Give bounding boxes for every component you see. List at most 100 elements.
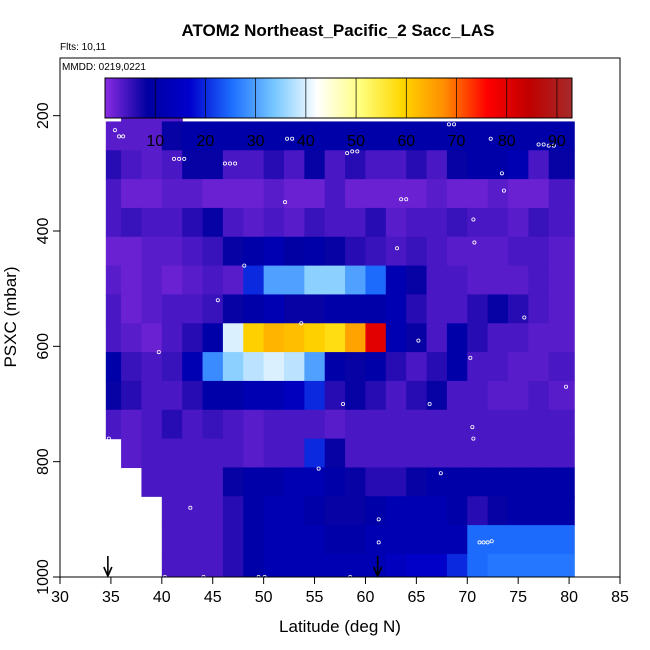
heatmap-cell — [365, 236, 387, 267]
heatmap-cell — [161, 438, 183, 469]
sample-point — [355, 149, 360, 154]
heatmap-cell — [406, 525, 428, 555]
heatmap-cell — [222, 323, 244, 353]
heatmap-cell — [141, 236, 163, 267]
heatmap-cell — [284, 380, 305, 411]
heatmap-cell — [508, 496, 529, 526]
heatmap-cell — [202, 409, 224, 440]
heatmap-cell — [426, 438, 448, 469]
heatmap-cell — [446, 265, 468, 296]
heatmap-cell — [345, 409, 367, 440]
heatmap-cell — [345, 150, 367, 180]
sample-point — [233, 161, 238, 166]
heatmap-cell — [548, 294, 575, 324]
sample-point — [262, 575, 267, 577]
heatmap-cell — [243, 294, 265, 324]
flight-marker-arrowhead — [372, 566, 383, 578]
heatmap-cell — [548, 380, 575, 411]
heatmap-cell — [487, 294, 509, 324]
heatmap-cell — [467, 525, 489, 555]
heatmap-cell — [365, 467, 387, 497]
heatmap-cell — [385, 409, 407, 440]
heatmap-cell — [182, 265, 204, 296]
heatmap-cell — [105, 323, 122, 353]
sample-point — [348, 575, 353, 577]
heatmap-cell — [105, 265, 122, 296]
heatmap-cell — [508, 150, 529, 180]
heatmap-cell — [365, 380, 387, 411]
heatmap-cell — [105, 150, 122, 180]
colorbar-tick-label: 70 — [448, 133, 466, 150]
heatmap-cell — [385, 553, 407, 577]
heatmap-cell — [121, 121, 143, 151]
heatmap-cell — [548, 207, 575, 238]
colorbar-tick-label: 20 — [197, 133, 215, 150]
heatmap-cell — [284, 207, 305, 238]
x-axis: 30 35 40 45 50 55 60 65 70 75 80 85 — [51, 576, 629, 606]
heatmap-cell — [508, 236, 529, 267]
heatmap-cell — [243, 265, 265, 296]
heatmap-cell — [284, 467, 305, 497]
colorbar-tick-label: 10 — [146, 133, 164, 150]
heatmap-cell — [182, 236, 204, 267]
heatmap-cell — [467, 323, 489, 353]
heatmap-cell — [467, 265, 489, 296]
heatmap-cell — [508, 294, 529, 324]
heatmap-cell — [304, 265, 326, 296]
heatmap-cell — [446, 294, 468, 324]
heatmap-cell — [202, 525, 224, 555]
sample-point — [106, 436, 111, 441]
heatmap-cell — [222, 496, 244, 526]
sample-point — [376, 540, 381, 545]
heatmap-cell — [406, 352, 428, 382]
heatmap-cell — [141, 323, 163, 353]
heatmap-cell — [365, 525, 387, 555]
heatmap-cell — [487, 467, 509, 497]
heatmap-cell — [202, 553, 224, 577]
heatmap-cell — [222, 553, 244, 577]
flights-label: Flts: 10,11 — [60, 42, 106, 53]
heatmap-cell — [222, 294, 244, 324]
heatmap-cell — [446, 352, 468, 382]
heatmap-cell — [222, 467, 244, 497]
heatmap-cell — [406, 150, 428, 180]
heatmap-cell — [508, 553, 529, 577]
heatmap-cell — [182, 496, 204, 526]
heatmap-cell — [121, 150, 143, 180]
heatmap-cell — [284, 179, 305, 209]
heatmap-cell — [202, 265, 224, 296]
heatmap-cell — [243, 352, 265, 382]
sample-point — [471, 217, 476, 222]
heatmap-cell — [182, 553, 204, 577]
heatmap-cell — [304, 294, 326, 324]
heatmap-cell — [284, 121, 305, 151]
heatmap-cell — [406, 121, 428, 151]
heatmap-cell — [243, 438, 265, 469]
sample-point — [551, 143, 556, 148]
heatmap-cell — [141, 150, 163, 180]
heatmap-cell — [222, 380, 244, 411]
sample-point — [477, 540, 482, 545]
heatmap-cell — [324, 150, 346, 180]
heatmap-cell — [467, 207, 489, 238]
heatmap-cell — [304, 438, 326, 469]
heatmap-cell — [161, 323, 183, 353]
sample-point — [182, 156, 187, 161]
heatmap-cell — [365, 409, 387, 440]
sample-point — [416, 338, 421, 343]
heatmap-cell — [161, 352, 183, 382]
heatmap-cell — [222, 265, 244, 296]
heatmap-cell — [141, 121, 163, 151]
heatmap-cell — [263, 380, 285, 411]
heatmap-cell — [528, 438, 550, 469]
heatmap-cell — [304, 236, 326, 267]
heatmap-cell — [324, 265, 346, 296]
heatmap-cell — [263, 150, 285, 180]
heatmap-cell — [243, 121, 265, 151]
y-axis-label: PSXC (mbar) — [1, 266, 20, 367]
heatmap-cell — [161, 525, 183, 555]
heatmap-cell — [467, 179, 489, 209]
sample-point — [256, 575, 261, 577]
sample-point — [470, 425, 475, 430]
heatmap-cell — [426, 236, 448, 267]
